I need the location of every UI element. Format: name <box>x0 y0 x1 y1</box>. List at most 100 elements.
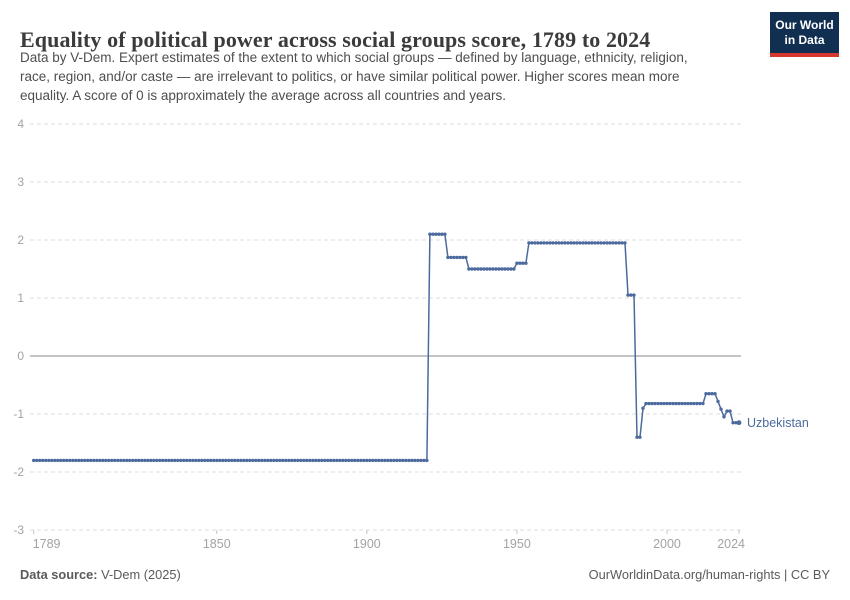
series-point <box>359 458 363 463</box>
series-point <box>563 241 567 245</box>
series-point <box>419 458 423 463</box>
series-point <box>32 458 36 463</box>
series-point <box>554 241 558 245</box>
series-point <box>368 458 372 463</box>
series-point <box>464 255 468 260</box>
series-point <box>425 458 429 463</box>
series-line[interactable] <box>33 233 739 462</box>
series-point <box>626 293 630 297</box>
series-point <box>557 241 561 245</box>
subtitle-line: equality. A score of 0 is approximately … <box>20 88 507 104</box>
series-point <box>68 458 72 463</box>
x-tick-label: 1789 <box>33 537 61 551</box>
series-point <box>608 241 612 245</box>
series-point <box>542 241 546 245</box>
series-point <box>248 458 252 463</box>
series-point <box>230 458 234 463</box>
series-point <box>155 458 159 463</box>
series-point <box>260 458 264 463</box>
series-point <box>86 458 90 463</box>
series-point <box>437 232 441 236</box>
series-point <box>665 401 669 406</box>
series-point <box>569 241 573 245</box>
line-chart[interactable]: 4 3 2 1 0 -1 -2 -3 1789 1850 1900 1950 2000 2024 Uzbek… <box>0 110 850 565</box>
series-point <box>593 241 597 245</box>
data-source-value: V-Dem (2025) <box>97 567 181 582</box>
series-point <box>389 458 393 463</box>
series-point <box>215 458 219 463</box>
series-point <box>638 435 642 439</box>
series-point <box>515 261 519 265</box>
page-title: Equality of political power across socia… <box>20 26 651 52</box>
series-label[interactable]: Uzbekistan <box>747 416 809 430</box>
series-point <box>536 241 540 245</box>
series-point <box>233 458 237 463</box>
series-point <box>677 401 681 406</box>
series-point <box>455 255 459 260</box>
series-point <box>458 255 462 260</box>
series-point <box>194 458 198 463</box>
series-point <box>242 458 246 463</box>
y-tick-label: 3 <box>17 175 24 189</box>
series-point <box>173 458 177 463</box>
y-tick-label: 2 <box>17 233 24 247</box>
series-point <box>104 458 108 463</box>
series-point <box>671 401 675 406</box>
series-point <box>611 241 615 245</box>
series-point <box>713 392 717 396</box>
series-point <box>344 458 348 463</box>
series-point <box>548 241 552 245</box>
series-point <box>635 435 639 439</box>
series-point <box>299 458 303 463</box>
series-point <box>383 458 387 463</box>
series-point <box>149 458 153 463</box>
series-point <box>488 267 492 271</box>
owid-logo[interactable]: Our World in Data <box>770 12 839 57</box>
series-point <box>413 458 417 463</box>
series-point <box>698 401 702 406</box>
series-point <box>140 458 144 463</box>
series-point <box>245 458 249 463</box>
series-point <box>182 458 186 463</box>
series-point <box>440 232 444 236</box>
series-point <box>116 458 120 463</box>
series-point <box>53 458 57 463</box>
x-tick-label: 2000 <box>653 537 681 551</box>
y-tick-label: -3 <box>13 523 24 537</box>
series-point <box>704 392 708 396</box>
series-point <box>443 232 447 236</box>
series-point <box>203 458 207 463</box>
x-tick-label: 1950 <box>503 537 531 551</box>
series-point <box>365 458 369 463</box>
series-point <box>251 458 255 463</box>
series-point <box>263 458 267 463</box>
series-point <box>98 458 102 463</box>
series-point <box>572 241 576 245</box>
series-point <box>632 293 636 297</box>
series-point <box>392 458 396 463</box>
series-point <box>275 458 279 463</box>
series-point <box>728 409 732 413</box>
y-tick-label: -1 <box>13 407 24 421</box>
x-tick-label: 1850 <box>203 537 231 551</box>
series-point <box>128 458 132 463</box>
series-point <box>77 458 81 463</box>
series-point <box>152 458 156 463</box>
series-point <box>401 458 405 463</box>
series-point <box>290 458 294 463</box>
series-point <box>410 458 414 463</box>
series-point <box>143 458 147 463</box>
series-point <box>623 241 627 245</box>
series-point <box>461 255 465 260</box>
series-point <box>311 458 315 463</box>
series-point <box>470 267 474 271</box>
license-link[interactable]: OurWorldinData.org/human-rights | CC BY <box>588 567 830 582</box>
series-point <box>431 232 435 236</box>
series-point <box>185 458 189 463</box>
series-point <box>269 458 273 463</box>
chart-footer: Data source: V-Dem (2025) OurWorldinData… <box>20 567 830 582</box>
line-chart-svg: 4 3 2 1 0 -1 -2 -3 1789 1850 1900 1950 2000 2024 Uzbek… <box>13 117 809 551</box>
series-point <box>47 458 51 463</box>
series-point <box>176 458 180 463</box>
series-point <box>689 401 693 406</box>
